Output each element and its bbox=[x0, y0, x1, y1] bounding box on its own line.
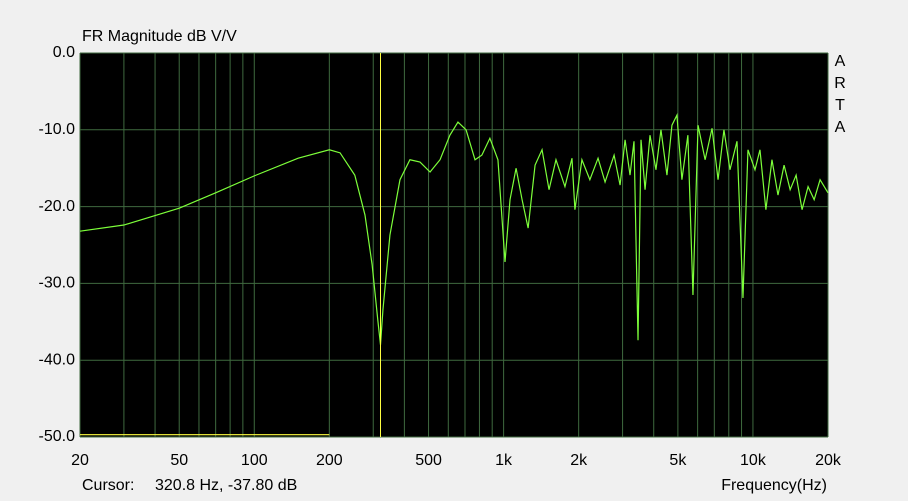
brand-letter: T bbox=[835, 97, 845, 114]
brand-letter: A bbox=[835, 53, 846, 70]
x-tick-label: 20 bbox=[71, 452, 89, 469]
y-tick-label: 0.0 bbox=[53, 44, 75, 61]
x-tick-label: 500 bbox=[415, 452, 442, 469]
plot-area bbox=[80, 53, 828, 437]
x-tick-label: 2k bbox=[570, 452, 588, 469]
x-tick-label: 200 bbox=[316, 452, 343, 469]
y-tick-label: -10.0 bbox=[39, 121, 76, 138]
y-tick-label: -40.0 bbox=[39, 351, 76, 368]
brand-letter: A bbox=[835, 119, 846, 136]
cursor-readout: 320.8 Hz, -37.80 dB bbox=[155, 477, 297, 494]
x-axis-label: Frequency(Hz) bbox=[721, 477, 827, 494]
x-tick-label: 50 bbox=[170, 452, 188, 469]
x-tick-label: 100 bbox=[241, 452, 268, 469]
x-tick-label: 1k bbox=[495, 452, 513, 469]
y-tick-label: -20.0 bbox=[39, 198, 76, 215]
series-line bbox=[79, 113, 829, 345]
cursor-label: Cursor: bbox=[82, 477, 134, 494]
chart-title: FR Magnitude dB V/V bbox=[82, 28, 237, 45]
y-tick-label: -50.0 bbox=[39, 428, 76, 445]
x-tick-label: 20k bbox=[815, 452, 842, 469]
x-tick-label: 5k bbox=[669, 452, 687, 469]
brand-letter: R bbox=[834, 75, 846, 92]
x-tick-label: 10k bbox=[740, 452, 767, 469]
y-tick-label: -30.0 bbox=[39, 275, 76, 292]
